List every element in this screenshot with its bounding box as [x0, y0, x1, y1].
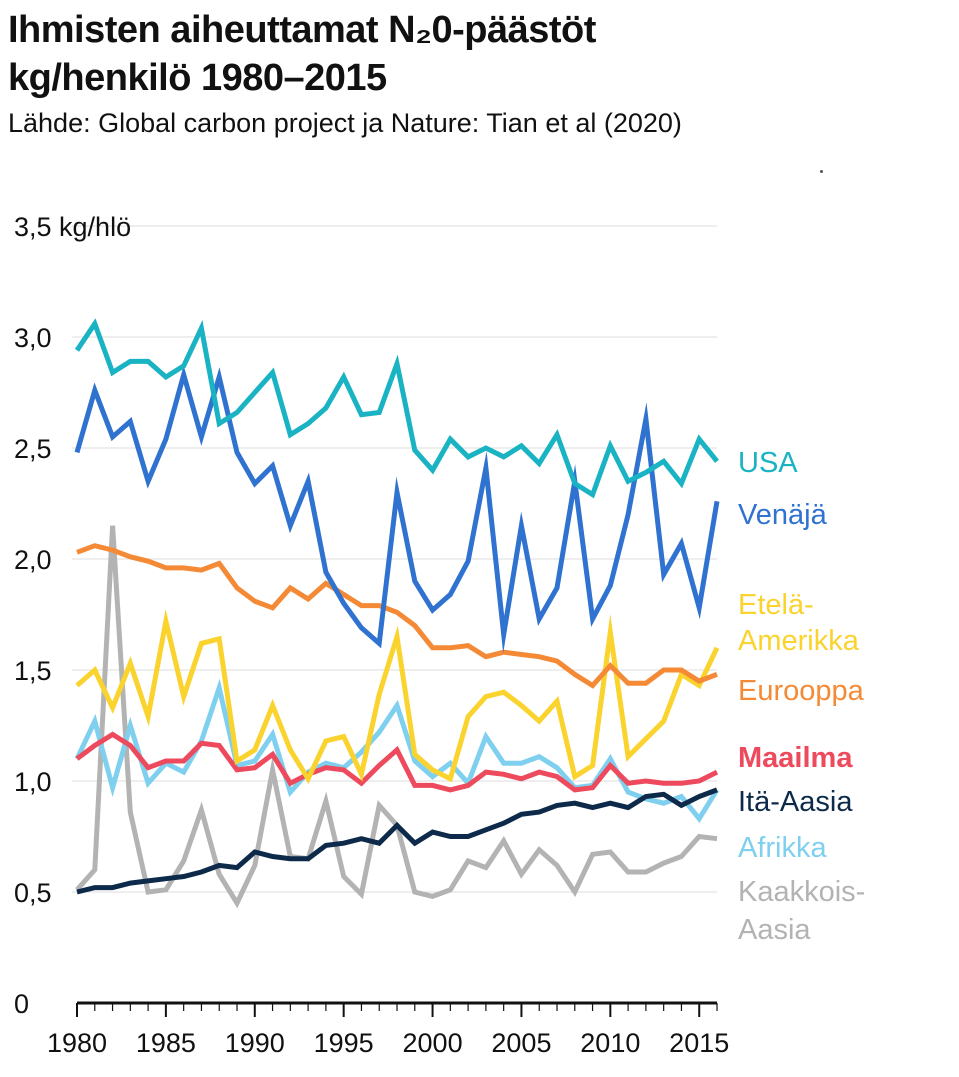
x-tick-label: 1990 [225, 1028, 285, 1058]
series-line-venäjä [74, 365, 720, 654]
x-tick-label: 1995 [314, 1028, 374, 1058]
series-label: Aasia [738, 914, 811, 946]
y-tick-label: 1,0 [14, 767, 52, 797]
series-label: Eurooppa [738, 675, 865, 707]
series-label: Maailma [738, 742, 853, 774]
x-tick-label: 2005 [491, 1028, 551, 1058]
series-label: USA [738, 447, 798, 479]
x-tick-label: 2010 [580, 1028, 640, 1058]
series-line-etelä-amerikka [75, 609, 720, 785]
x-tick-labels: 1980 1985 1990 1995 2000 2005 2010 2015 [47, 1028, 729, 1058]
series-label: Kaakkois- [738, 876, 865, 908]
stray-dot [820, 170, 823, 173]
y-tick-label: 1,5 [14, 656, 52, 686]
source-note: Lähde: Global carbon project ja Nature: … [8, 108, 682, 138]
grid-lines [72, 225, 717, 893]
y-tick-label: 2,5 [14, 434, 52, 464]
series-label: Afrikka [738, 832, 828, 864]
y-tick-label: 3,0 [14, 323, 52, 353]
y-tick-label: 2,0 [14, 545, 52, 575]
series-lines [74, 318, 720, 909]
x-tick-label: 2000 [403, 1028, 463, 1058]
series-line-usa [74, 318, 719, 499]
y-tick-label: 0 [14, 989, 29, 1019]
series-label: Amerikka [738, 625, 860, 657]
series-line-afrikka [74, 678, 720, 824]
x-tick-label: 2015 [669, 1028, 729, 1058]
y-tick-label: 3,5 kg/hlö [14, 212, 131, 242]
x-tick-label: 1980 [47, 1028, 107, 1058]
series-line-maailma [75, 731, 719, 793]
series-label: Etelä- [738, 589, 814, 621]
series-line-itä-aasia [76, 787, 718, 895]
series-label: Itä-Aasia [738, 786, 853, 818]
axes [76, 1001, 718, 1017]
chart-title-line-1: Ihmisten aiheuttamat N₂0-päästöt [8, 9, 596, 51]
y-tick-label: 0,5 [14, 878, 52, 908]
y-tick-labels: 0 0,5 1,0 1,5 2,0 2,5 3,0 3,5 kg/hlö [14, 212, 131, 1019]
x-tick-label: 1985 [136, 1028, 196, 1058]
series-label: Venäjä [738, 499, 828, 531]
series-line-eurooppa [76, 543, 718, 689]
series-labels: Kaakkois- Aasia Afrikka Itä-Aasia Maailma Ete… [738, 447, 865, 946]
chart-title-line-2: kg/henkilö 1980–2015 [8, 57, 387, 99]
